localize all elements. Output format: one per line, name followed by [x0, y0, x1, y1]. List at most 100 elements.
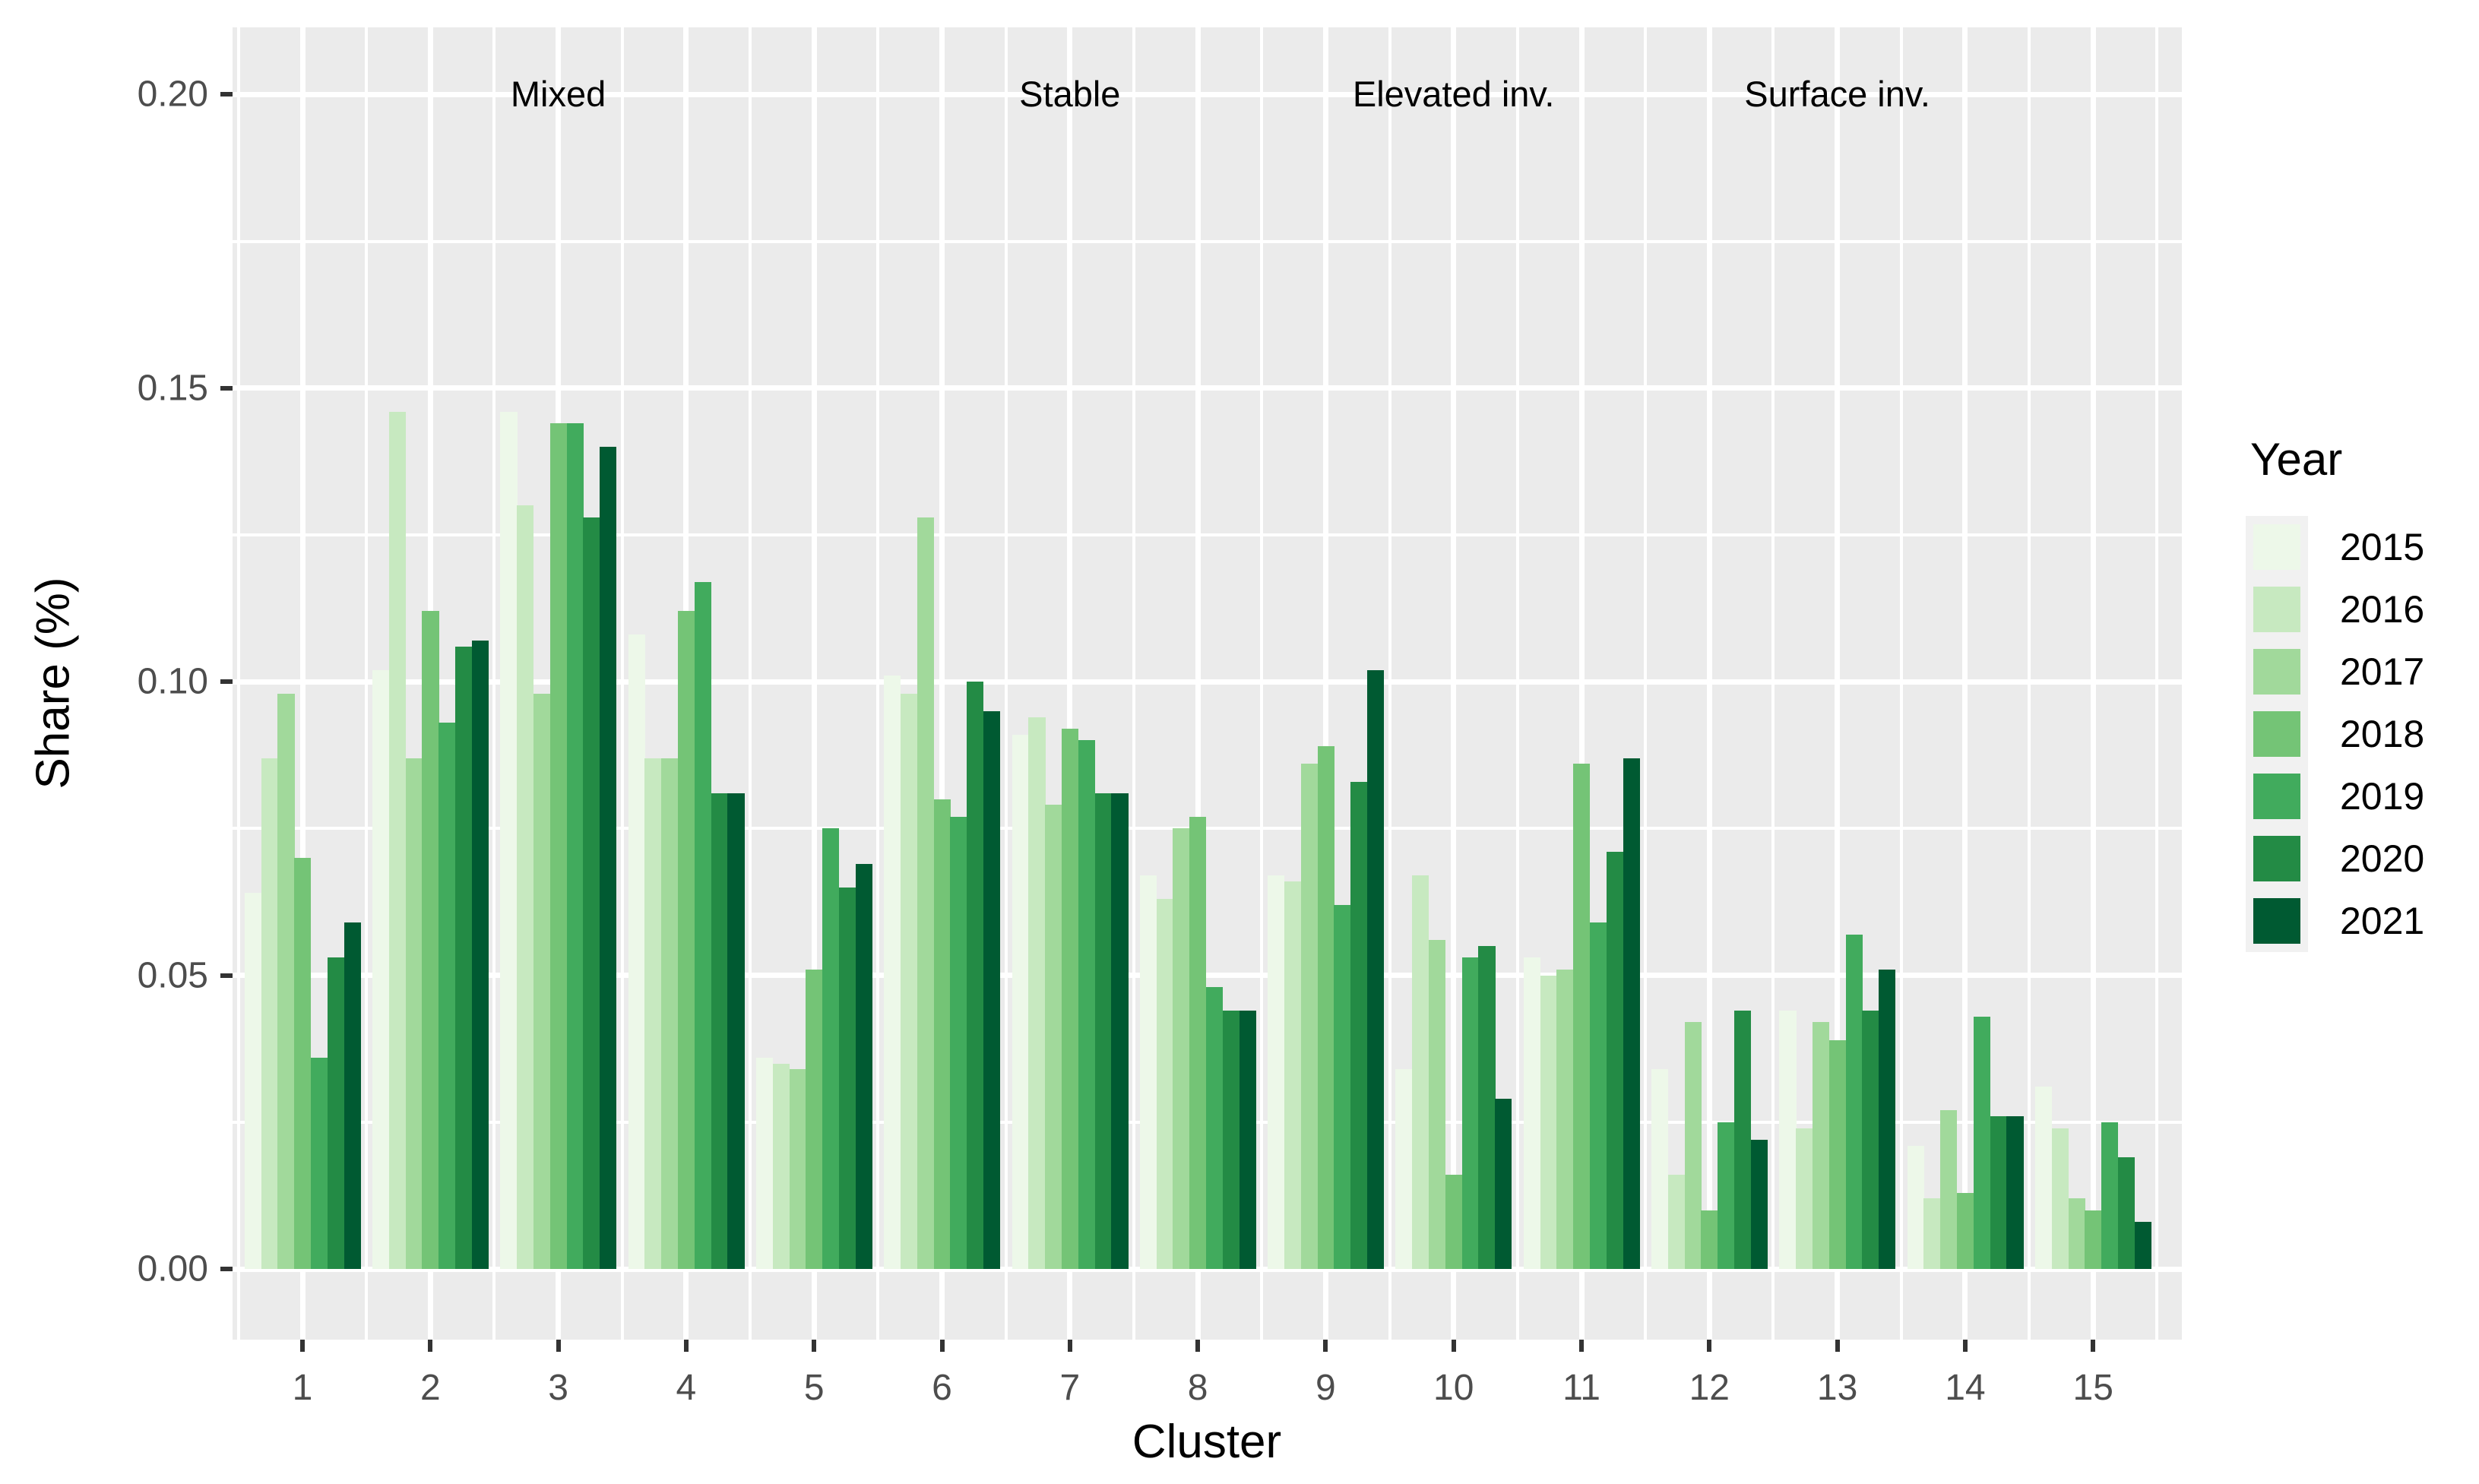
- legend-key: [2246, 765, 2308, 827]
- bar-cluster5-2018: [806, 969, 823, 1269]
- legend-item-2020: 2020: [2246, 827, 2424, 890]
- x-tick-label: 8: [1187, 1368, 1208, 1408]
- y-tick-mark: [220, 92, 233, 97]
- bar-cluster3-2021: [600, 447, 617, 1269]
- bar-cluster15-2015: [2034, 1087, 2053, 1269]
- bar-cluster9-2019: [1334, 904, 1351, 1269]
- bar-cluster9-2015: [1268, 875, 1285, 1269]
- bar-cluster3-2019: [566, 423, 584, 1269]
- bar-cluster4-2018: [678, 611, 695, 1269]
- y-tick-label: 0.15: [137, 368, 208, 409]
- gridline-x-minor: [492, 27, 496, 1340]
- y-tick-mark: [220, 973, 233, 978]
- bar-cluster12-2017: [1684, 1022, 1702, 1269]
- bar-cluster14-2015: [1907, 1145, 1924, 1269]
- bar-cluster13-2015: [1779, 1010, 1797, 1269]
- gridline-x-major: [1578, 27, 1585, 1340]
- y-axis-title: Share (%): [27, 577, 80, 789]
- y-tick-label: 0.10: [137, 661, 208, 702]
- bar-cluster11-2019: [1589, 922, 1607, 1269]
- bar-cluster2-2021: [471, 641, 489, 1269]
- x-tick-mark: [1323, 1340, 1328, 1352]
- bar-cluster13-2021: [1879, 969, 1896, 1269]
- bar-cluster1-2020: [327, 957, 344, 1269]
- bar-cluster14-2020: [1990, 1116, 2007, 1269]
- bar-cluster14-2021: [2006, 1116, 2024, 1269]
- x-tick-mark: [812, 1340, 817, 1352]
- legend-item-2018: 2018: [2246, 703, 2424, 765]
- bar-cluster10-2015: [1395, 1069, 1413, 1269]
- bar-cluster2-2015: [372, 669, 390, 1269]
- bar-cluster9-2021: [1366, 669, 1385, 1269]
- bar-cluster6-2017: [917, 517, 935, 1269]
- bar-cluster13-2017: [1812, 1022, 1830, 1269]
- annotation-stable: Stable: [1019, 74, 1121, 115]
- bar-cluster14-2019: [1973, 1016, 1991, 1269]
- bar-cluster5-2021: [855, 863, 872, 1269]
- plot-panel: Mixed Stable Elevated inv. Surface inv.: [233, 27, 2182, 1340]
- bar-cluster5-2019: [822, 828, 840, 1269]
- bar-cluster4-2019: [694, 581, 712, 1269]
- x-tick-mark: [1451, 1340, 1456, 1352]
- x-tick-label: 7: [1059, 1368, 1081, 1408]
- gridline-x-minor: [365, 27, 369, 1340]
- bar-cluster9-2017: [1300, 764, 1318, 1269]
- bar-cluster12-2015: [1651, 1069, 1669, 1269]
- legend-key: [2246, 890, 2308, 952]
- bar-cluster8-2019: [1206, 987, 1224, 1269]
- bar-cluster3-2020: [583, 517, 600, 1269]
- bar-cluster8-2020: [1222, 1010, 1240, 1269]
- bar-cluster15-2017: [2068, 1198, 2085, 1269]
- bar-cluster10-2020: [1478, 945, 1496, 1269]
- x-axis-title: Cluster: [1132, 1416, 1282, 1468]
- bar-cluster15-2018: [2085, 1210, 2102, 1269]
- gridline-x-major: [1706, 27, 1712, 1340]
- x-tick-label: 6: [932, 1368, 952, 1408]
- bar-cluster12-2021: [1750, 1139, 1768, 1269]
- x-tick-mark: [300, 1340, 305, 1352]
- gridline-y-major: [233, 385, 2182, 391]
- legend-key: [2246, 703, 2308, 765]
- bar-cluster8-2015: [1139, 875, 1157, 1269]
- bar-cluster7-2019: [1078, 740, 1095, 1269]
- legend-swatch-2016: [2253, 587, 2300, 632]
- x-tick-label: 9: [1315, 1368, 1336, 1408]
- gridline-x-minor: [1132, 27, 1135, 1340]
- bar-cluster1-2017: [277, 693, 295, 1269]
- legend-swatch-2017: [2253, 649, 2300, 695]
- bar-cluster6-2015: [884, 676, 901, 1269]
- gridline-x-minor: [1388, 27, 1391, 1340]
- bar-cluster14-2016: [1923, 1198, 1941, 1269]
- bar-cluster6-2019: [950, 816, 967, 1269]
- x-tick-mark: [2091, 1340, 2096, 1352]
- gridline-y-minor: [233, 239, 2182, 243]
- legend-label: 2020: [2340, 837, 2425, 880]
- y-tick-mark: [220, 385, 233, 391]
- bar-cluster5-2020: [838, 887, 856, 1269]
- legend-key: [2246, 516, 2308, 578]
- bar-cluster13-2016: [1796, 1128, 1813, 1269]
- bar-cluster1-2021: [344, 922, 361, 1269]
- annotation-surface-inv: Surface inv.: [1744, 74, 1930, 115]
- bar-cluster3-2017: [533, 693, 551, 1269]
- bar-cluster10-2018: [1445, 1175, 1463, 1269]
- gridline-x-minor: [236, 27, 240, 1340]
- bar-cluster8-2016: [1156, 899, 1173, 1269]
- bar-cluster10-2019: [1461, 957, 1479, 1269]
- bar-cluster2-2016: [388, 411, 407, 1269]
- y-tick-label: 0.00: [137, 1248, 208, 1289]
- bar-cluster11-2016: [1540, 975, 1557, 1269]
- legend-label: 2019: [2340, 775, 2425, 818]
- x-tick-label: 4: [676, 1368, 697, 1408]
- bar-cluster4-2020: [711, 793, 728, 1269]
- bar-cluster4-2021: [727, 793, 745, 1269]
- bar-cluster7-2020: [1094, 793, 1112, 1269]
- bar-cluster3-2015: [500, 411, 518, 1269]
- x-tick-mark: [1067, 1340, 1072, 1352]
- gridline-x-minor: [1260, 27, 1264, 1340]
- x-tick-label: 13: [1816, 1368, 1858, 1408]
- bar-cluster2-2018: [422, 611, 439, 1269]
- legend-swatch-2015: [2253, 524, 2300, 570]
- gridline-x-minor: [1644, 27, 1648, 1340]
- legend-swatch-2021: [2253, 898, 2300, 944]
